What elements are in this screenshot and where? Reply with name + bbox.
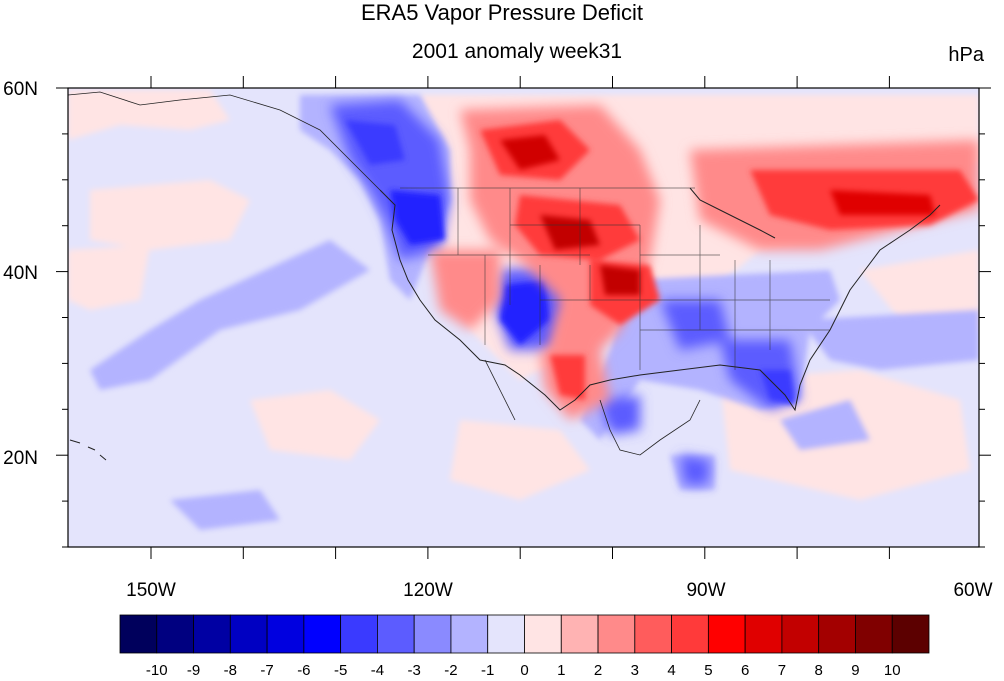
colorbar-label: -1 (481, 662, 494, 679)
colorbar-swatch (597, 614, 636, 654)
lon-tick-label: 90W (686, 580, 725, 601)
colorbar-label: -3 (408, 662, 421, 679)
colorbar-label: -2 (444, 662, 457, 679)
lon-tick-label: 150W (126, 580, 176, 601)
map-title: ERA5 Vapor Pressure Deficit (360, 0, 644, 25)
colorbar-swatch (744, 614, 783, 654)
colorbar-label: -6 (297, 662, 310, 679)
colorbar-label: 0 (520, 662, 528, 679)
colorbar-swatch (818, 614, 856, 654)
colorbar-swatch (560, 614, 599, 654)
hawaii-islands (69, 439, 107, 461)
colorbar-label: 7 (778, 662, 786, 679)
colorbar-swatch (377, 614, 415, 654)
colorbar-swatch (266, 614, 305, 654)
colorbar-label: -9 (187, 662, 200, 679)
colorbar-label: 5 (704, 662, 712, 679)
axis-tick-labels: 60N 40N 20N 150W 120W 90W 60W (3, 79, 992, 601)
colorbar-swatch (781, 614, 820, 654)
lat-tick-label: 20N (3, 448, 38, 469)
colorbar-label: 6 (741, 662, 749, 679)
colorbar-swatch (413, 614, 452, 654)
colorbar-label: 3 (631, 662, 639, 679)
colorbar-label: -8 (224, 662, 237, 679)
colorbar-label: 4 (667, 662, 675, 679)
units-label: hPa (948, 44, 984, 66)
colorbar-swatch (671, 614, 709, 654)
colorbar-label: -10 (146, 662, 168, 679)
lon-tick-label: 120W (403, 580, 453, 601)
colorbar-label: 10 (884, 662, 901, 679)
coastline-mexico (484, 359, 701, 456)
anomaly-field (68, 88, 979, 547)
colorbar-swatch (193, 614, 231, 654)
lat-tick-label: 40N (3, 263, 38, 284)
colorbar-label: -7 (260, 662, 273, 679)
colorbar: -10 -9 -8 -7 -6 -5 -4 -3 -2 -1 0 1 2 3 4 5 6 7 8 9 10 (119, 614, 930, 679)
colorbar-label: 1 (557, 662, 565, 679)
coastline (379, 187, 941, 412)
colorbar-swatch (524, 614, 562, 654)
map-subtitle: 2001 anomaly week31 (411, 40, 623, 63)
colorbar-swatch (891, 614, 930, 654)
anomaly-extreme-positive (500, 135, 935, 295)
colorbar-swatch (156, 614, 194, 654)
colorbar-swatch (119, 614, 158, 654)
colorbar-label: 9 (851, 662, 859, 679)
lat-tick-label: 60N (3, 79, 38, 100)
colorbar-swatch (340, 614, 378, 654)
colorbar-swatch (707, 614, 746, 654)
colorbar-swatch (855, 614, 893, 654)
colorbar-swatch (303, 614, 342, 654)
axis-ticks (56, 76, 991, 559)
colorbar-label: -4 (371, 662, 384, 679)
colorbar-swatch (229, 614, 268, 654)
colorbar-swatch (450, 614, 489, 654)
colorbar-swatch (634, 614, 672, 654)
colorbar-swatch (487, 614, 525, 654)
lon-tick-label: 60W (953, 580, 992, 601)
coastline-alaska (68, 91, 381, 191)
colorbar-label: 2 (594, 662, 602, 679)
state-boundaries (400, 187, 830, 370)
colorbar-label: 8 (815, 662, 823, 679)
colorbar-label: -5 (334, 662, 347, 679)
